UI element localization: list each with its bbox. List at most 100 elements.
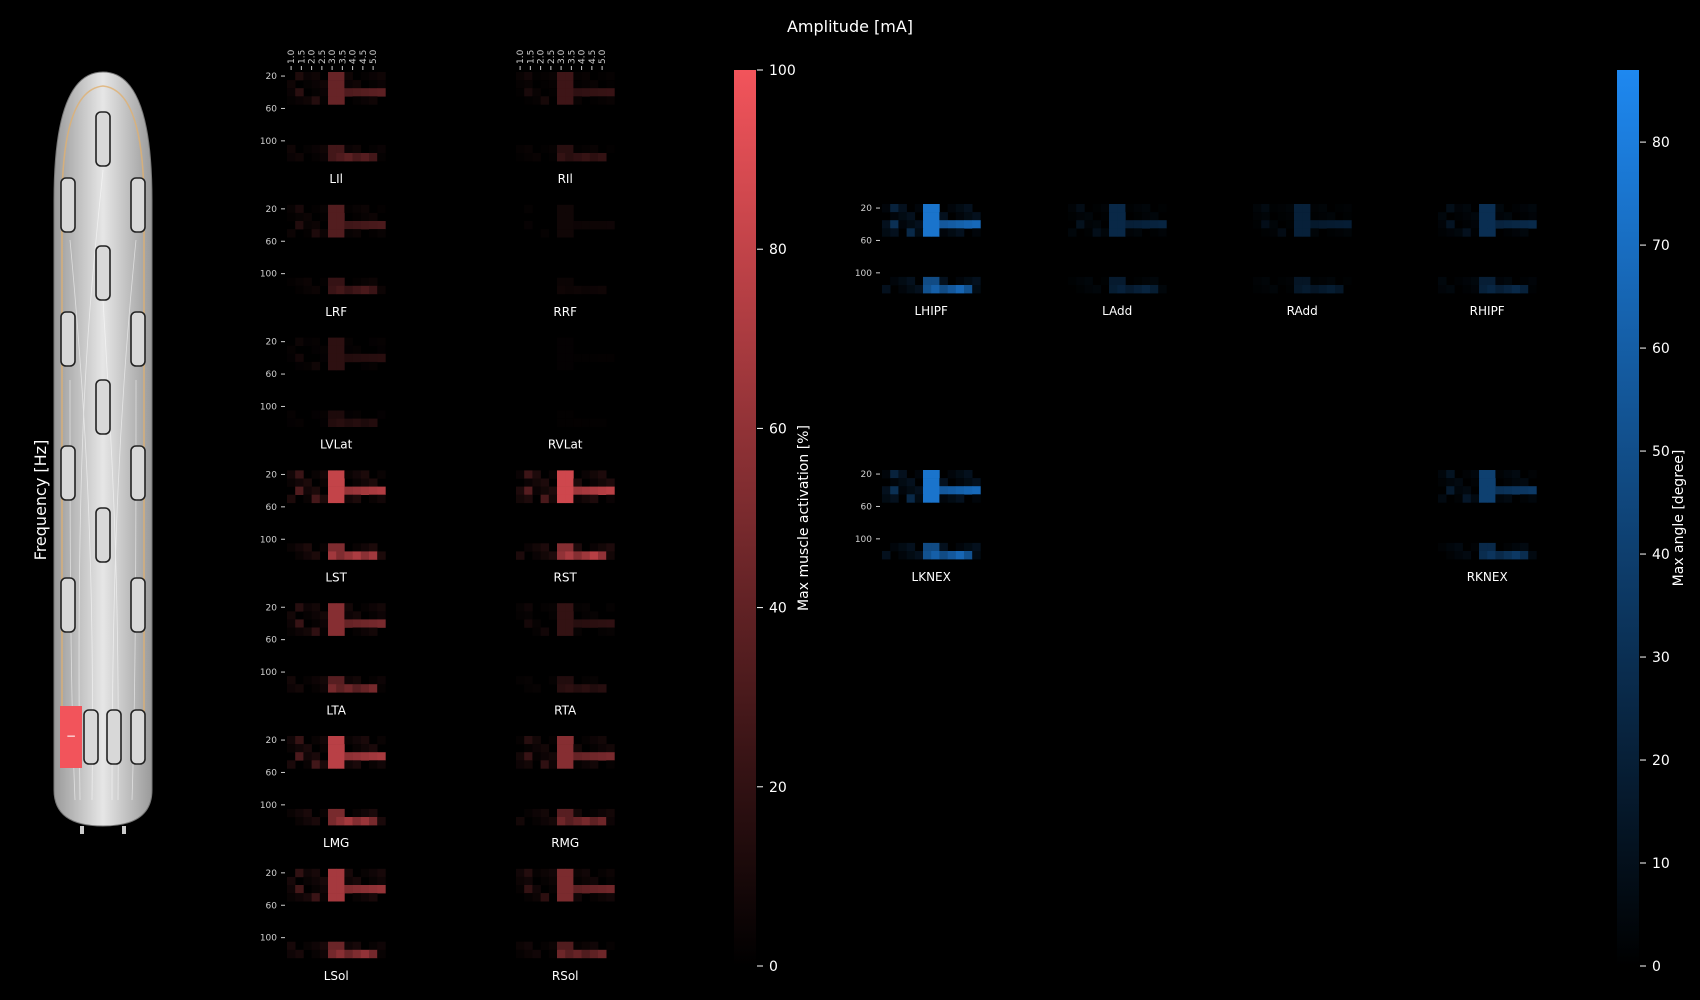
heatmap-cell: [923, 478, 932, 487]
heatmap-cell: [898, 204, 907, 213]
heatmap-cell: [377, 551, 386, 560]
heatmap-cell: [311, 88, 321, 97]
heatmap-cell: [524, 96, 533, 105]
heatmap-cell: [931, 204, 940, 213]
heatmap-cell: [352, 277, 362, 287]
heatmap-cell: [295, 486, 304, 495]
heatmap-cell: [581, 486, 591, 495]
heatmap-rsol: RSol: [516, 868, 615, 983]
heatmap-cell: [1261, 276, 1270, 286]
frequency-tick-label: 20: [266, 736, 278, 746]
heatmap-cell: [516, 551, 525, 560]
heatmap-cell: [336, 752, 345, 761]
heatmap-cell: [1462, 212, 1472, 221]
heatmap-cell: [287, 619, 296, 628]
heatmap-cell: [565, 885, 574, 894]
heatmap-cell: [369, 551, 378, 560]
heatmap-cell: [557, 817, 566, 826]
heatmap-cell: [377, 353, 386, 363]
heatmap-cell: [1446, 478, 1455, 487]
heatmap-cell: [540, 941, 550, 951]
heatmap-cell: [1454, 212, 1463, 221]
heatmap-cell: [1462, 228, 1472, 237]
heatmap-cell: [1302, 204, 1311, 213]
heatmap-cell: [319, 88, 329, 97]
heatmap-cell: [524, 153, 533, 162]
heatmap-cell: [1479, 204, 1488, 213]
heatmap-cell: [319, 277, 329, 287]
frequency-tick-label: 20: [266, 603, 278, 613]
heatmap-cell: [931, 470, 940, 479]
heatmap-cell: [581, 941, 591, 951]
heatmap-cell: [1109, 285, 1118, 294]
heatmap-cell: [287, 470, 296, 479]
heatmap-cell: [1310, 212, 1319, 221]
heatmap-cell: [1133, 276, 1143, 286]
heatmap-cell: [565, 144, 574, 154]
heatmap-cell: [328, 876, 337, 886]
heatmap-lhipf: LHIPF 20 60 100: [855, 204, 981, 318]
heatmap-cell: [598, 543, 607, 552]
heatmap-cell: [914, 470, 924, 479]
heatmap-lsol: LSol 20 60 100: [260, 868, 386, 983]
heatmap-lta: LTA 20 60 100: [260, 603, 386, 717]
heatmap-cell: [955, 470, 965, 479]
heatmap-cell: [352, 470, 362, 479]
electrode-contact: [106, 709, 122, 765]
heatmap-cell: [1117, 212, 1126, 221]
heatmap-cell: [352, 345, 362, 355]
frequency-tick-label: 60: [266, 237, 278, 247]
heatmap-cell: [947, 470, 957, 479]
heatmap-cell: [1125, 285, 1134, 294]
heatmap-cell: [1511, 220, 1521, 229]
heatmap-cell: [1326, 285, 1336, 294]
heatmap-cell: [589, 543, 599, 552]
heatmap-cell: [606, 808, 615, 818]
heatmap-cell: [898, 285, 907, 294]
heatmap-cell: [1479, 542, 1488, 552]
heatmap-cell: [581, 72, 591, 81]
heatmap-cell: [1503, 551, 1513, 560]
heatmap-cell: [369, 808, 378, 818]
heatmap-cell: [1438, 478, 1447, 487]
heatmap-cell: [581, 868, 591, 878]
heatmap-cell: [573, 153, 582, 162]
heatmap-cell: [589, 941, 599, 951]
heatmap-cell: [548, 885, 558, 894]
heatmap-cell: [565, 949, 574, 959]
heatmap-cell: [1100, 228, 1110, 237]
heatmap-cell: [336, 603, 345, 612]
heatmap-cell: [1158, 228, 1167, 237]
electrode-contact: [95, 245, 111, 301]
heatmap-cell: [589, 893, 599, 902]
heatmap-cell: [1076, 285, 1085, 294]
heatmap-cell: [606, 817, 615, 826]
heatmap-cell: [1117, 220, 1126, 229]
heatmap-cell: [377, 494, 386, 504]
heatmap-cell: [328, 760, 337, 769]
heatmap-cell: [606, 868, 615, 878]
heatmap-cell: [540, 744, 550, 753]
heatmap-cell: [311, 611, 321, 620]
heatmap-cell: [344, 551, 353, 560]
heatmap-cell: [923, 494, 932, 503]
heatmap-cell: [1285, 220, 1295, 229]
heatmap-cell: [598, 752, 607, 761]
heatmap-cell: [589, 80, 599, 89]
heatmap-cell: [369, 611, 378, 620]
heatmap-cell: [360, 885, 370, 894]
heatmap-cell: [328, 808, 337, 818]
heatmap-cell: [369, 285, 378, 295]
heatmap-cell: [890, 212, 899, 221]
amplitude-tick-label: 1.0: [516, 49, 526, 64]
heatmap-cell: [598, 285, 607, 295]
heatmap-cell: [360, 277, 370, 287]
heatmap-cell: [972, 486, 981, 495]
electrode-contact: [60, 311, 76, 367]
heatmap-cell: [898, 486, 907, 495]
heatmap-cell: [1462, 494, 1472, 503]
heatmap-cell: [1318, 220, 1328, 229]
heatmap-cell: [336, 876, 345, 886]
heatmap-cell: [557, 204, 566, 214]
heatmap-cell: [1150, 212, 1159, 221]
